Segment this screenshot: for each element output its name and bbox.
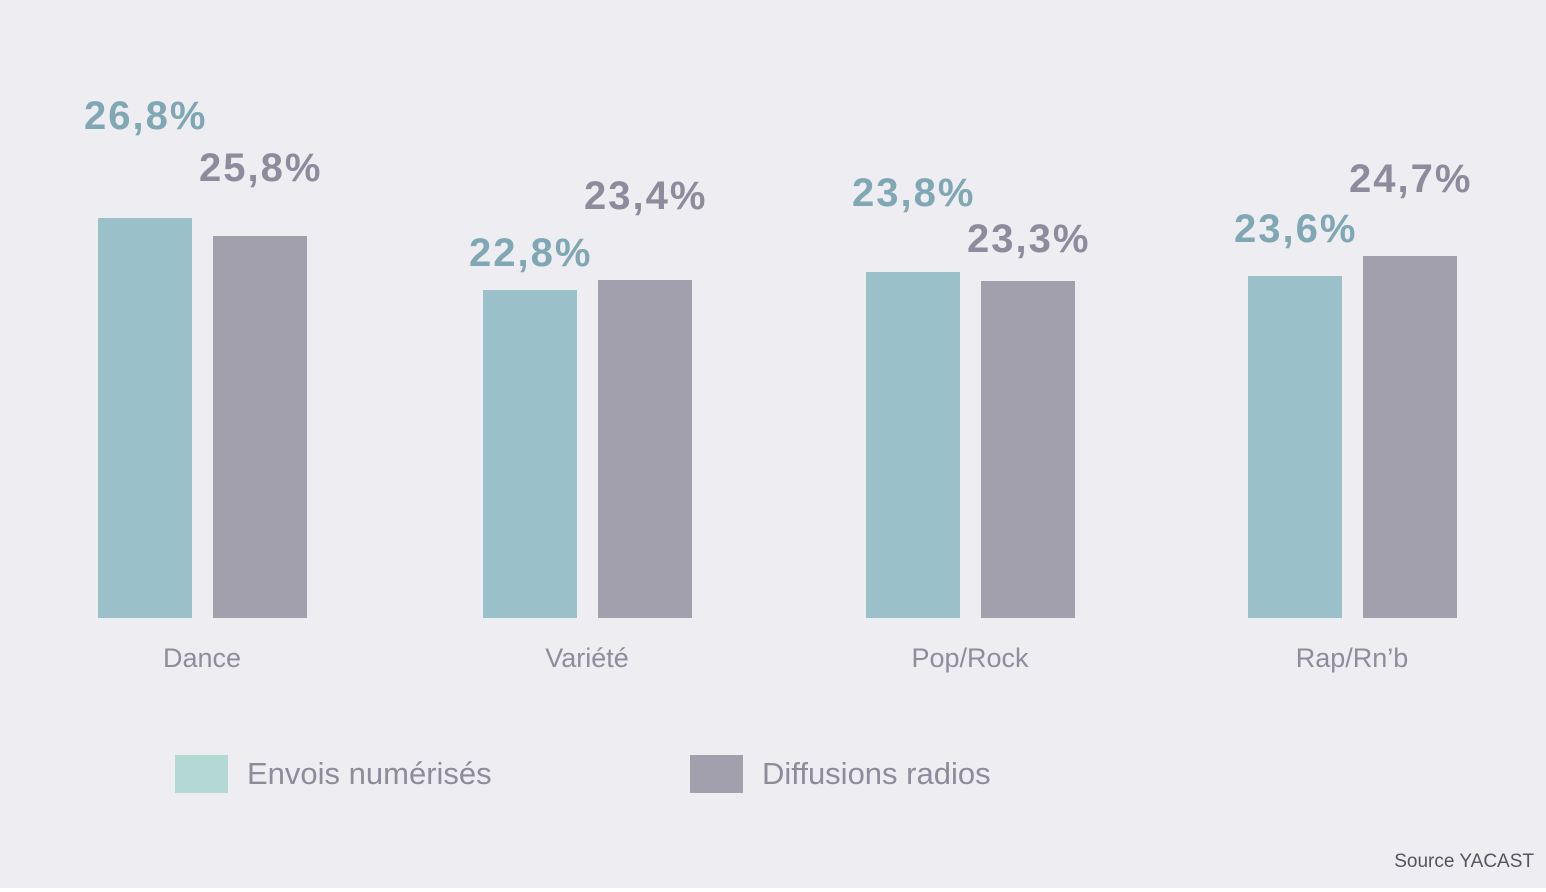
legend-swatch-diffusions-radios (690, 755, 743, 793)
bar-diffusions-radios-variete (598, 280, 692, 618)
value-label-envois-numerises-pop-rock: 23,8% (852, 171, 976, 215)
bar-diffusions-radios-dance (213, 236, 307, 618)
bar-envois-numerises-variete (483, 290, 577, 618)
category-label-pop-rock: Pop/Rock (911, 643, 1029, 673)
legend-label-diffusions-radios: Diffusions radios (762, 756, 991, 791)
bar-envois-numerises-dance (98, 218, 192, 618)
value-label-diffusions-radios-dance: 25,8% (199, 146, 323, 190)
legend-item-diffusions-radios: Diffusions radios (690, 755, 991, 793)
bar-diffusions-radios-pop-rock (981, 281, 1075, 618)
value-label-diffusions-radios-pop-rock: 23,3% (967, 217, 1091, 261)
category-label-variete: Variété (545, 643, 629, 673)
category-label-dance: Dance (162, 643, 242, 673)
value-label-envois-numerises-variete: 22,8% (469, 231, 593, 275)
value-label-diffusions-radios-variete: 23,4% (584, 174, 708, 218)
value-label-envois-numerises-rap-rnb: 23,6% (1234, 207, 1358, 251)
bar-envois-numerises-pop-rock (866, 272, 960, 618)
legend-item-envois-numerises: Envois numérisés (175, 755, 492, 793)
value-label-diffusions-radios-rap-rnb: 24,7% (1349, 157, 1473, 201)
value-label-envois-numerises-dance: 26,8% (84, 94, 208, 138)
category-label-rap-rnb: Rap/Rn’b (1295, 643, 1409, 673)
bar-diffusions-radios-rap-rnb (1363, 256, 1457, 618)
bottom-strip (0, 888, 1546, 892)
legend-swatch-envois-numerises (175, 755, 228, 793)
bar-envois-numerises-rap-rnb (1248, 276, 1342, 618)
legend-label-envois-numerises: Envois numérisés (247, 756, 492, 791)
source-credit: Source YACAST (1394, 851, 1534, 872)
